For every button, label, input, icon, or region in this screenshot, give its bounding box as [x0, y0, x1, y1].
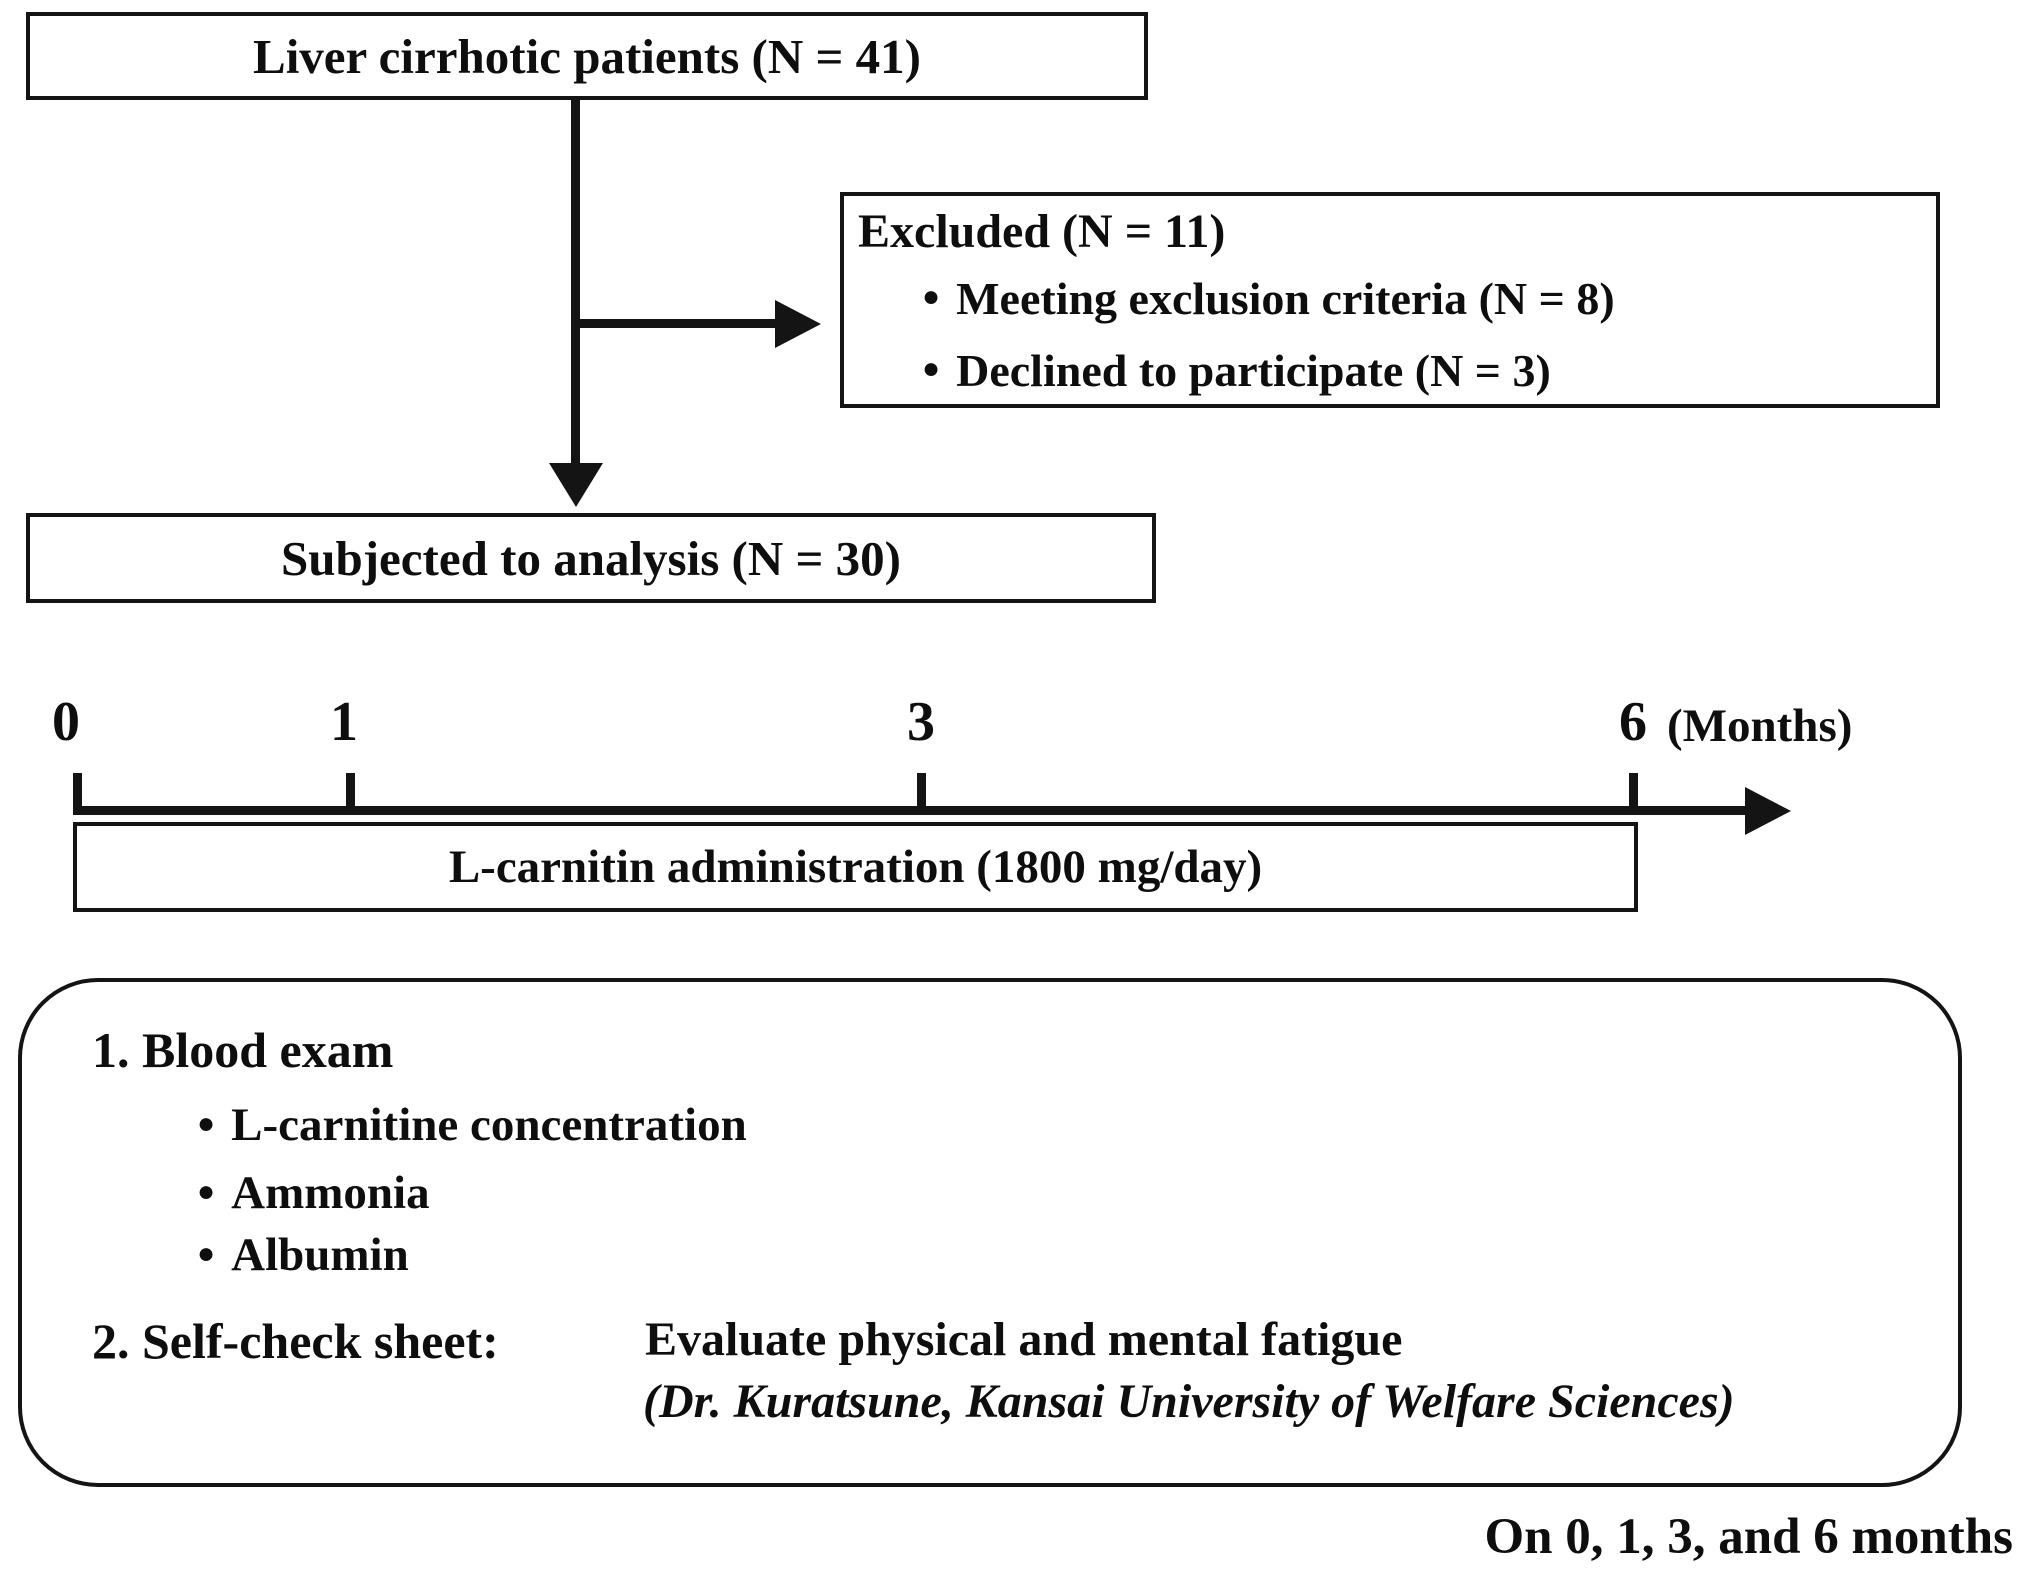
arrow-down-icon	[549, 463, 603, 507]
timeline-label-3: 3	[907, 691, 935, 753]
bullet-icon: ●	[197, 1237, 216, 1270]
timeline-label-1: 1	[330, 691, 358, 753]
timeline-label-0: 0	[52, 691, 80, 753]
timeline-tick-3	[917, 773, 926, 810]
patients-box: Liver cirrhotic patients (N = 41)	[26, 12, 1148, 100]
bullet-icon: ●	[197, 1107, 216, 1140]
self-check-title: 2. Self-check sheet:	[92, 1313, 499, 1369]
blood-exam-bullet-item: ● L-carnitine concentration	[197, 1098, 747, 1158]
bullet-icon: ●	[197, 1175, 216, 1208]
analysis-box-label: Subjected to analysis (N = 30)	[280, 530, 901, 586]
administration-box-label: L-carnitin administration (1800 mg/day)	[448, 841, 1263, 893]
timeline-tick-0	[73, 773, 82, 810]
timeline-tick-6	[1629, 773, 1638, 810]
excluded-bullet-item: ● Declined to participate (N = 3)	[922, 338, 1615, 410]
self-check-description: Evaluate physical and mental fatigue	[645, 1313, 1403, 1366]
patients-box-label: Liver cirrhotic patients (N = 41)	[253, 28, 921, 84]
timeline-unit-label: (Months)	[1667, 700, 1853, 752]
excluded-bullet-text: Meeting exclusion criteria (N = 8)	[956, 273, 1615, 324]
blood-exam-bullet-item: ● Ammonia	[197, 1166, 430, 1226]
connector-branch-line	[575, 319, 778, 328]
excluded-box-title: Excluded (N = 11)	[858, 205, 1226, 258]
analysis-box: Subjected to analysis (N = 30)	[26, 513, 1156, 603]
blood-exam-bullet-item: ● Albumin	[197, 1228, 409, 1288]
blood-exam-title: 1. Blood exam	[92, 1022, 394, 1078]
timeline-tick-1	[346, 773, 355, 810]
excluded-bullet-list: ● Meeting exclusion criteria (N = 8) ● D…	[922, 266, 1615, 410]
bullet-icon: ●	[922, 352, 941, 385]
timeline-axis-line	[73, 806, 1745, 815]
blood-exam-bullet-text: Albumin	[231, 1229, 409, 1281]
connector-vertical-line	[571, 100, 580, 464]
bullet-icon: ●	[922, 280, 941, 313]
excluded-bullet-text: Declined to participate (N = 3)	[956, 345, 1551, 396]
excluded-bullet-item: ● Meeting exclusion criteria (N = 8)	[922, 266, 1615, 338]
administration-box: L-carnitin administration (1800 mg/day)	[73, 822, 1638, 912]
assessments-box	[18, 978, 1962, 1487]
blood-exam-bullet-text: L-carnitine concentration	[231, 1099, 747, 1151]
arrow-right-icon	[775, 300, 821, 348]
timeline-label-6: 6	[1619, 691, 1647, 753]
timeline-arrowhead-icon	[1745, 787, 1791, 835]
excluded-box: Excluded (N = 11) ● Meeting exclusion cr…	[840, 192, 1940, 408]
measurement-timing-caption: On 0, 1, 3, and 6 months	[1484, 1509, 2013, 1565]
self-check-attribution: (Dr. Kuratsune, Kansai University of Wel…	[643, 1375, 1735, 1428]
blood-exam-bullet-text: Ammonia	[231, 1167, 430, 1219]
